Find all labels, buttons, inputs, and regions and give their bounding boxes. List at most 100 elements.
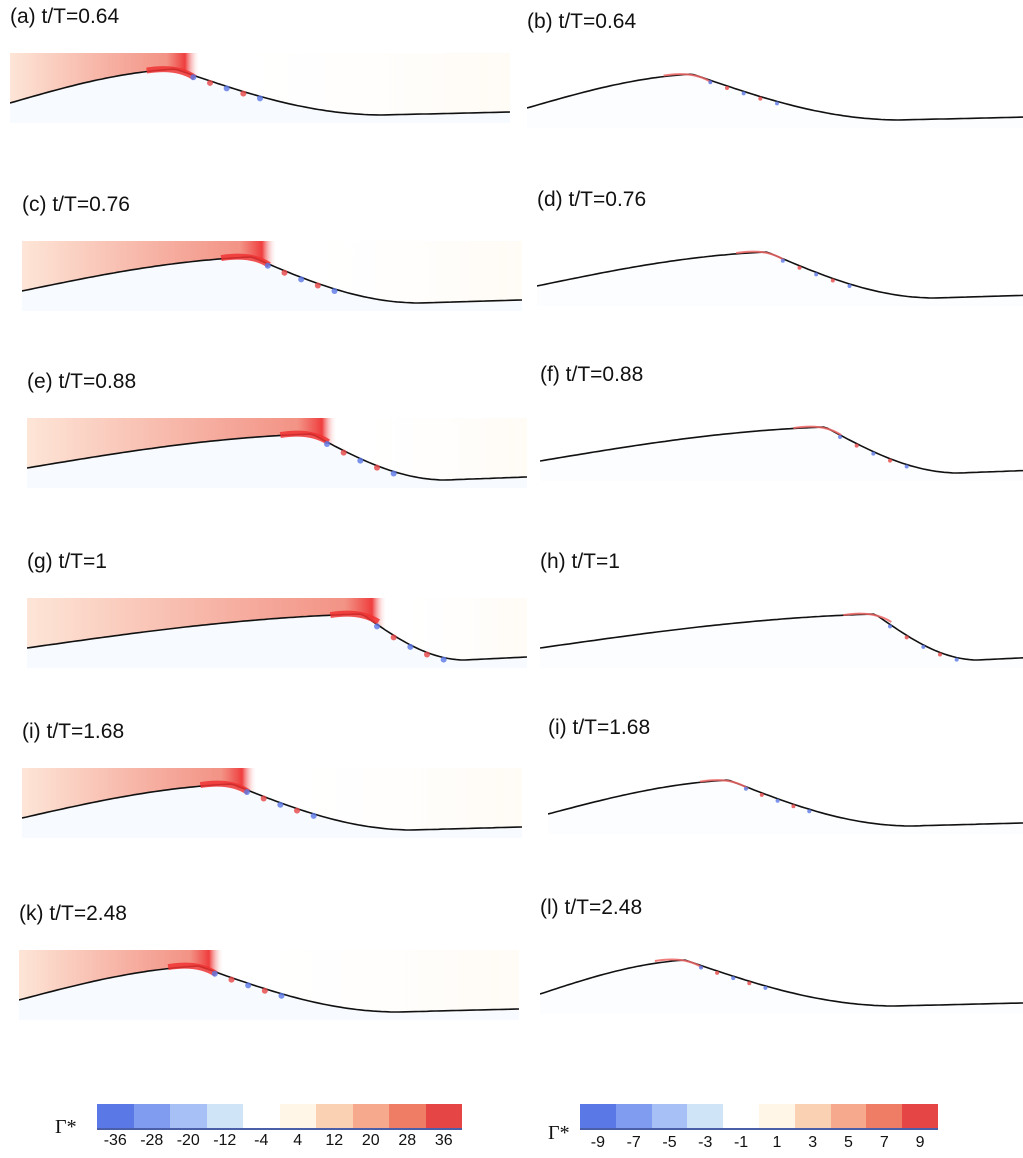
colorbar-swatch	[243, 1104, 280, 1128]
capillary-ripple-vortex	[244, 788, 250, 795]
colorbar-swatch	[866, 1104, 903, 1128]
colorbar-swatches	[97, 1104, 462, 1130]
colorbar-swatch	[758, 1104, 795, 1128]
water-body	[27, 614, 527, 725]
colorbar-swatch	[723, 1104, 759, 1128]
colorbar-tick-label: 1	[772, 1134, 782, 1151]
capillary-ripple-vortex	[390, 470, 397, 477]
capillary-ripple-vortex	[264, 262, 271, 269]
colorbar-swatch	[316, 1104, 353, 1128]
crest-vortex-layer	[329, 610, 380, 625]
water-body	[527, 74, 1023, 185]
capillary-ripple-vortex	[807, 809, 812, 814]
wave-field-plot	[548, 779, 1023, 891]
capillary-ripple-vortex	[424, 651, 430, 658]
capillary-ripple-vortex	[847, 283, 852, 288]
crest-vortex-layer	[793, 425, 842, 436]
water-body	[19, 966, 519, 1077]
capillary-ripple-vortex	[747, 981, 752, 986]
water-body	[22, 784, 522, 895]
capillary-ripple-vortex	[260, 795, 267, 802]
capillary-ripple-vortex	[331, 287, 338, 294]
colorbar-tick-label: 9	[915, 1134, 925, 1151]
crest-vortex-layer	[220, 253, 271, 268]
capillary-ripple-vortex	[207, 79, 213, 86]
panel-d: (d) t/T=0.76	[537, 188, 1023, 363]
panel-label: (d) t/T=0.76	[537, 188, 647, 211]
colorbar-tick-label: 4	[293, 1132, 303, 1149]
water-body	[537, 252, 1023, 363]
panel-e: (e) t/T=0.88	[27, 370, 527, 545]
free-surface-line	[19, 965, 519, 1013]
colorbar-tick-label: -1	[733, 1134, 749, 1151]
capillary-ripple-vortex	[888, 624, 892, 629]
capillary-ripple-vortex	[294, 807, 300, 814]
capillary-ripple-vortex	[780, 258, 785, 263]
crest-vortex-layer	[843, 612, 892, 623]
panel-k: (k) t/T=2.48	[19, 902, 519, 1077]
capillary-ripple-vortex	[245, 982, 252, 989]
wave-field-plot	[27, 598, 527, 725]
panel-l: (l) t/T=2.48	[540, 896, 1023, 1071]
wave-field-plot	[540, 958, 1023, 1071]
capillary-ripple-vortex	[763, 985, 768, 990]
colorbar-swatch	[279, 1104, 316, 1128]
wave-field-plot	[22, 241, 522, 368]
capillary-ripple-vortex	[314, 282, 321, 289]
colorbar-tick-label: -7	[626, 1134, 641, 1151]
vorticity-field-above	[10, 53, 510, 115]
wave-field-plot	[540, 612, 1023, 725]
free-surface-line	[537, 251, 1023, 299]
panel-g: (g) t/T=1	[27, 550, 527, 725]
panel-f: (f) t/T=0.88	[540, 363, 1023, 538]
capillary-ripple-vortex	[814, 272, 819, 277]
colorbar-tick-label: 5	[844, 1134, 853, 1151]
wave-field-plot	[527, 73, 1023, 185]
panel-label: (g) t/T=1	[27, 550, 107, 573]
capillary-ripple-vortex	[374, 464, 380, 471]
vorticity-field-above	[27, 418, 527, 480]
panel-i-right: (i) t/T=1.68	[548, 716, 1023, 891]
panel-label: (h) t/T=1	[540, 550, 620, 573]
capillary-ripple-vortex	[725, 85, 729, 90]
capillary-ripple-vortex	[357, 457, 364, 464]
wave-field-plot	[22, 768, 522, 895]
panel-a: (a) t/T=0.64	[10, 5, 510, 180]
panel-label: (k) t/T=2.48	[19, 902, 127, 925]
colorbar-swatch	[794, 1104, 831, 1128]
water-body	[540, 960, 1023, 1071]
colorbar-swatch	[830, 1104, 867, 1128]
capillary-ripple-vortex	[938, 652, 942, 657]
wave-field-plot	[537, 250, 1023, 363]
colorbar-swatch	[902, 1104, 938, 1128]
crest-vortex-layer	[699, 779, 749, 790]
water-body	[548, 780, 1023, 891]
wave-field-plot	[27, 418, 527, 545]
colorbar-symbol: Γ*	[55, 1116, 77, 1138]
water-body	[10, 69, 510, 180]
capillary-ripple-vortex	[211, 970, 218, 977]
capillary-ripple-vortex	[440, 656, 447, 663]
water-body	[22, 257, 522, 368]
colorbar-tick-label: 28	[398, 1132, 417, 1149]
wave-field-plot	[19, 950, 519, 1077]
colorbar-swatch	[352, 1104, 389, 1128]
colorbar-tick-label: -12	[213, 1132, 237, 1149]
panel-label: (l) t/T=2.48	[540, 896, 643, 919]
colorbar-swatches	[580, 1104, 938, 1130]
water-body	[540, 614, 1023, 725]
colorbar-swatch	[133, 1104, 170, 1128]
capillary-ripple-vortex	[277, 801, 284, 808]
colorbar-swatch	[389, 1104, 426, 1128]
colorbar-tick-label: -9	[590, 1134, 606, 1151]
capillary-ripple-vortex	[921, 644, 926, 649]
capillary-ripple-vortex	[407, 643, 414, 650]
capillary-ripple-vortex	[310, 812, 317, 819]
colorbar-tick-label: 20	[361, 1132, 380, 1149]
colorbar-tick-label: 7	[879, 1134, 889, 1151]
capillary-ripple-vortex	[240, 90, 247, 97]
colorbar-tick-label: 12	[325, 1132, 344, 1149]
panel-label: (e) t/T=0.88	[27, 370, 137, 393]
colorbar-symbol: Γ*	[548, 1122, 570, 1144]
colorbar-swatch	[615, 1104, 652, 1128]
